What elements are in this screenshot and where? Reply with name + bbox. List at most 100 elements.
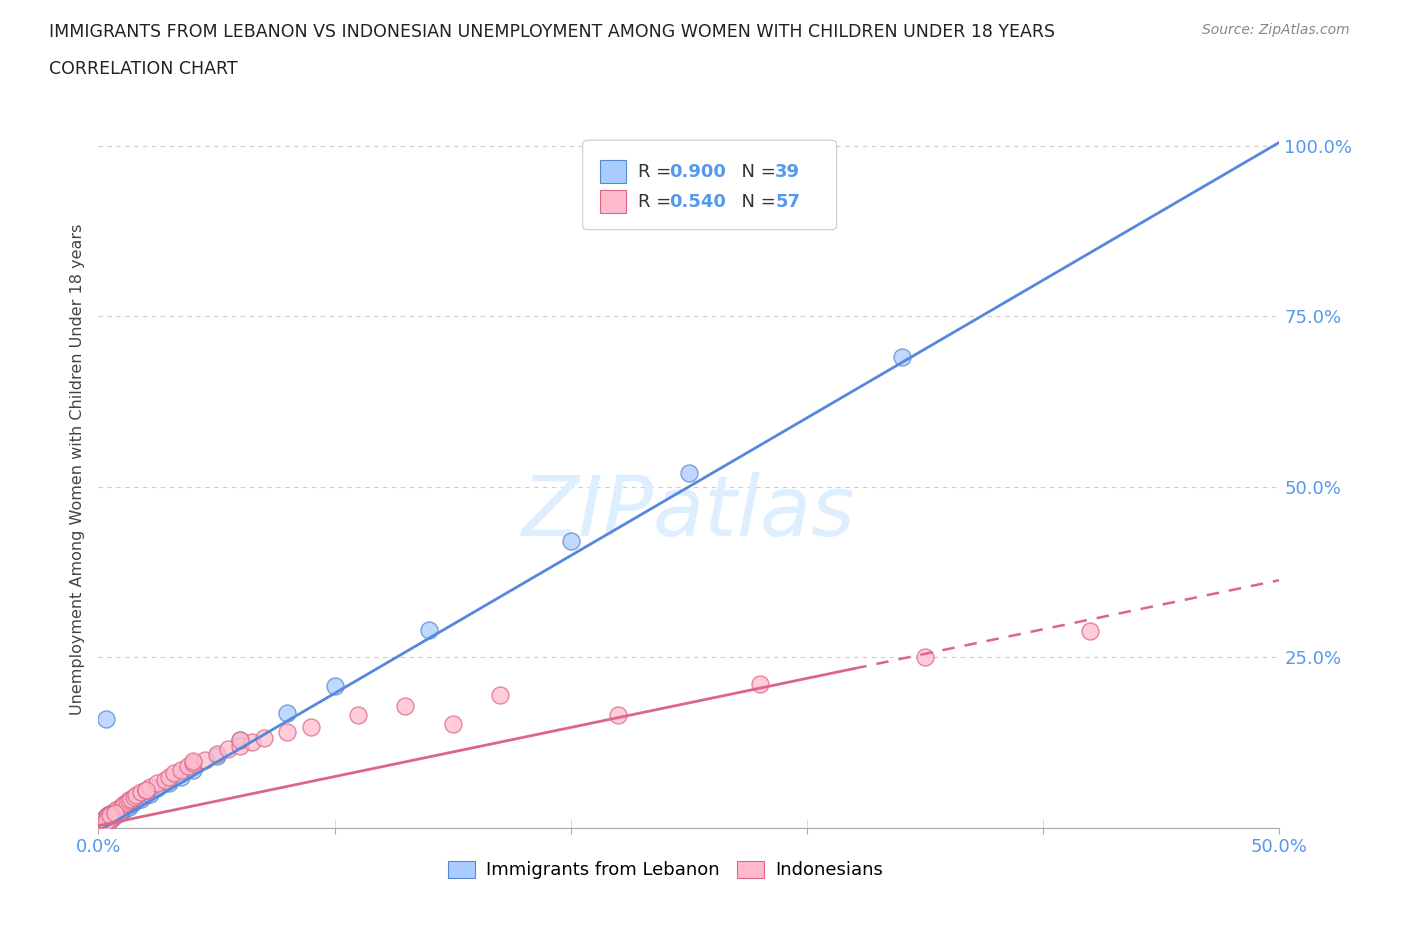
Point [229, 733, 252, 748]
Point [125, 788, 148, 803]
Point [94, 812, 117, 827]
Point [121, 796, 143, 811]
Point [105, 804, 128, 818]
Text: 39: 39 [775, 163, 800, 180]
Point [94, 810, 117, 825]
Point [129, 785, 152, 800]
Point [98, 812, 121, 827]
Point [98, 808, 121, 823]
Point [347, 708, 370, 723]
Point [91, 814, 114, 829]
Point [181, 755, 204, 770]
Point [560, 534, 582, 549]
Point [914, 650, 936, 665]
Point [678, 466, 700, 481]
Point [129, 791, 152, 806]
Point [748, 677, 770, 692]
Point [135, 783, 157, 798]
Point [163, 765, 186, 780]
Point [489, 687, 512, 702]
Point [104, 808, 127, 823]
Point [101, 805, 124, 820]
Text: Source: ZipAtlas.com: Source: ZipAtlas.com [1202, 23, 1350, 37]
Point [97, 808, 120, 823]
Point [121, 791, 143, 806]
Point [139, 779, 162, 794]
Point [157, 776, 180, 790]
Point [112, 801, 135, 816]
Point [90, 818, 112, 833]
Point [115, 794, 138, 809]
Point [101, 810, 124, 825]
Point [90, 817, 112, 831]
Point [1080, 624, 1102, 639]
Point [122, 790, 145, 804]
Point [111, 800, 134, 815]
Point [115, 799, 138, 814]
Point [153, 773, 176, 788]
Point [91, 815, 114, 830]
Point [94, 815, 117, 830]
Point [177, 759, 200, 774]
Point [118, 793, 141, 808]
Point [104, 805, 127, 820]
Point [101, 805, 124, 820]
Point [97, 814, 120, 829]
Point [394, 698, 416, 713]
Text: CORRELATION CHART: CORRELATION CHART [49, 60, 238, 78]
FancyBboxPatch shape [582, 140, 837, 230]
Point [194, 752, 217, 767]
Point [181, 763, 204, 777]
Text: R =: R = [638, 193, 678, 211]
Point [108, 805, 131, 820]
Point [299, 719, 322, 734]
Point [91, 817, 114, 831]
Point [90, 815, 112, 830]
Text: 57: 57 [775, 193, 800, 211]
Text: ZIP​atlas: ZIP​atlas [522, 472, 856, 553]
Point [170, 769, 193, 784]
Point [205, 747, 228, 762]
Point [135, 783, 157, 798]
Text: N =: N = [730, 163, 782, 180]
Point [97, 808, 120, 823]
Point [122, 794, 145, 809]
Point [890, 350, 912, 365]
Point [276, 706, 298, 721]
Text: 0.540: 0.540 [669, 193, 725, 211]
Point [98, 812, 121, 827]
Point [98, 806, 121, 821]
Point [105, 806, 128, 821]
Point [111, 799, 134, 814]
Point [229, 733, 252, 748]
Point [146, 776, 169, 790]
Point [170, 763, 193, 777]
Point [105, 806, 128, 821]
Point [94, 814, 117, 829]
Text: R =: R = [638, 163, 678, 180]
Y-axis label: Unemployment Among Women with Children Under 18 years: Unemployment Among Women with Children U… [69, 224, 84, 715]
Point [94, 810, 117, 825]
Point [135, 788, 157, 803]
Point [108, 804, 131, 818]
Point [91, 812, 114, 827]
Point [101, 810, 124, 825]
Point [125, 793, 148, 808]
Point [111, 804, 134, 818]
Point [104, 808, 127, 823]
Bar [600, 191, 626, 213]
Point [253, 730, 276, 745]
Point [418, 622, 440, 637]
Point [111, 800, 134, 815]
Point [105, 801, 128, 816]
Point [94, 711, 117, 726]
Point [98, 806, 121, 821]
Point [229, 738, 252, 753]
Point [181, 753, 204, 768]
Point [146, 780, 169, 795]
Legend: Immigrants from Lebanon, Indonesians: Immigrants from Lebanon, Indonesians [440, 854, 890, 886]
Point [205, 749, 228, 764]
Text: IMMIGRANTS FROM LEBANON VS INDONESIAN UNEMPLOYMENT AMONG WOMEN WITH CHILDREN UND: IMMIGRANTS FROM LEBANON VS INDONESIAN UN… [49, 23, 1056, 41]
Point [323, 678, 346, 693]
Point [157, 769, 180, 784]
